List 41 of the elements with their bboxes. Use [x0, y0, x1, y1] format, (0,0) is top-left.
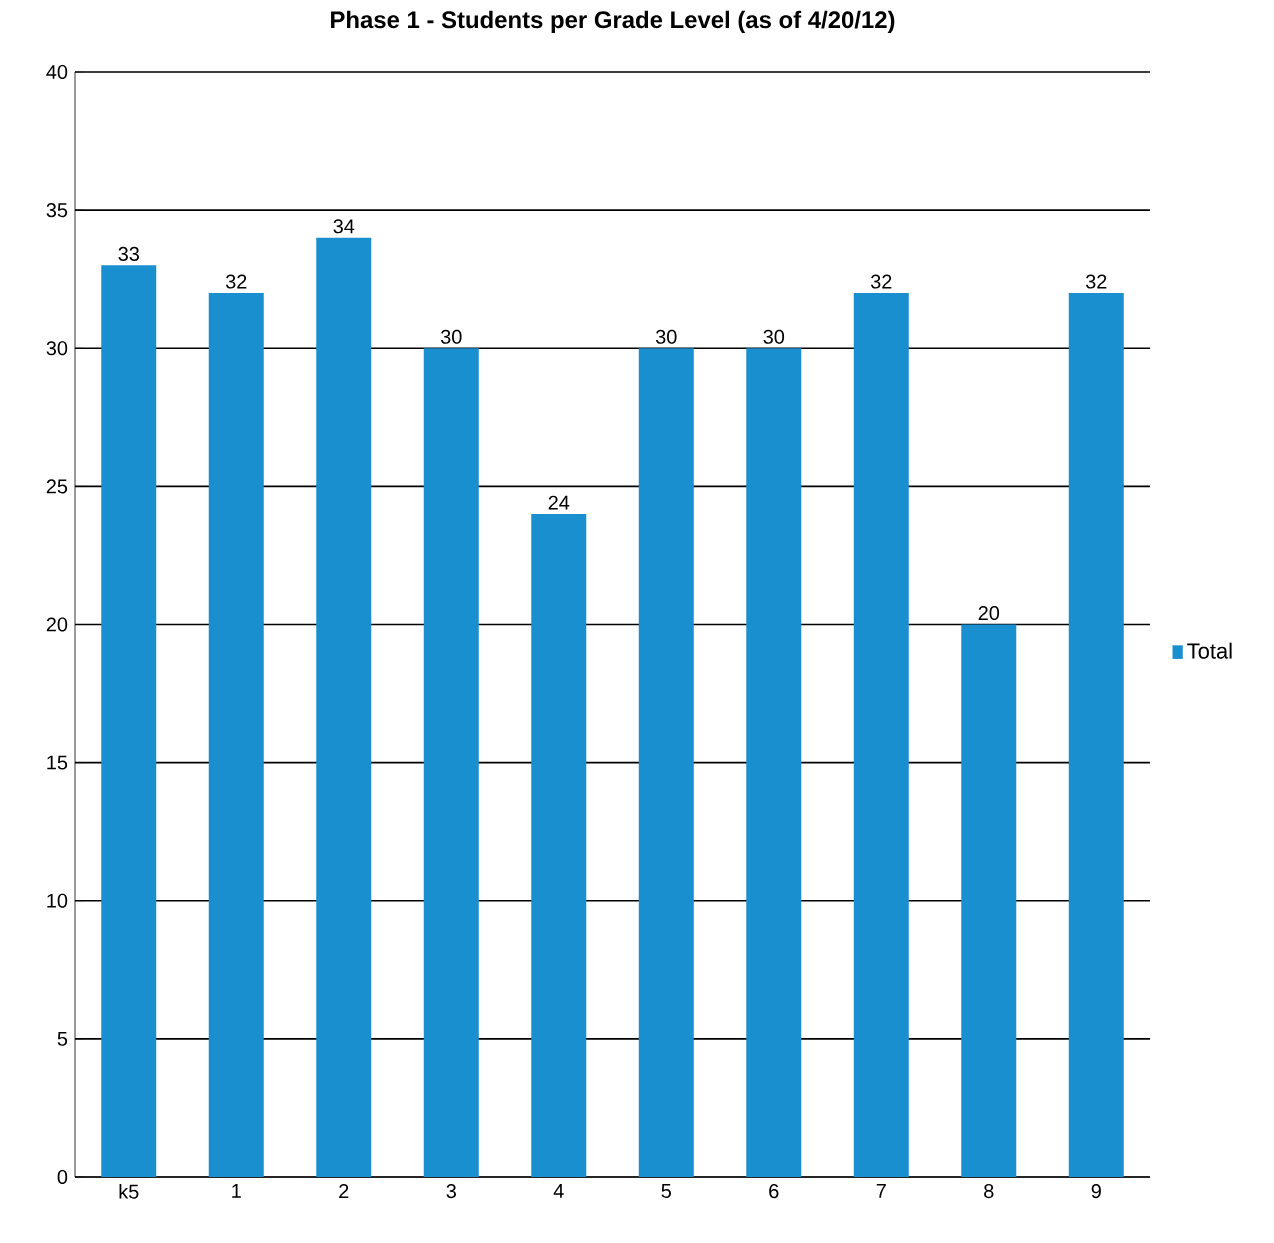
- data-label: 30: [440, 329, 462, 344]
- bar: [638, 348, 694, 1177]
- y-tick-label: 40: [46, 64, 68, 80]
- data-label: 32: [870, 274, 892, 289]
- data-label: 34: [333, 219, 355, 234]
- bar: [208, 292, 264, 1177]
- bar: [423, 348, 479, 1177]
- y-tick-label: 15: [47, 755, 68, 770]
- bar: [1068, 292, 1124, 1177]
- bar: [316, 237, 372, 1177]
- data-label: 30: [655, 329, 677, 344]
- bar: [853, 292, 909, 1177]
- y-tick-label: 25: [46, 479, 68, 494]
- y-tick-label: 20: [46, 617, 68, 632]
- y-tick-label: 35: [46, 203, 68, 218]
- x-tick-label: 4: [553, 1184, 564, 1198]
- x-tick-label: 2: [339, 1184, 349, 1198]
- y-tick-label: 30: [46, 341, 68, 356]
- x-tick-label: 3: [446, 1184, 456, 1199]
- data-label: 30: [763, 329, 785, 344]
- data-label: 32: [1085, 274, 1107, 289]
- data-label: 32: [225, 274, 247, 289]
- x-tick-label: 6: [769, 1184, 779, 1199]
- x-tick-label: 7: [876, 1184, 886, 1198]
- x-tick-label: k5: [119, 1184, 139, 1199]
- y-tick-label: 5: [57, 1031, 68, 1046]
- x-tick-label: 1: [232, 1184, 241, 1198]
- chart-title: Phase 1 - Students per Grade Level (as of 4/20/12): [331, 10, 895, 33]
- bar: [531, 513, 587, 1177]
- bar: [101, 265, 157, 1177]
- data-label: 20: [978, 605, 1000, 621]
- y-tick-label: 0: [57, 1169, 68, 1185]
- y-tick-label: 10: [47, 893, 68, 908]
- bar: [961, 624, 1017, 1177]
- data-label: 33: [118, 246, 139, 261]
- x-tick-label: 8: [984, 1184, 994, 1199]
- x-tick-label: 5: [661, 1184, 671, 1198]
- data-label: 24: [548, 495, 570, 510]
- legend-label: Total: [1187, 642, 1232, 659]
- bar: [746, 348, 802, 1177]
- x-tick-label: 9: [1091, 1184, 1101, 1199]
